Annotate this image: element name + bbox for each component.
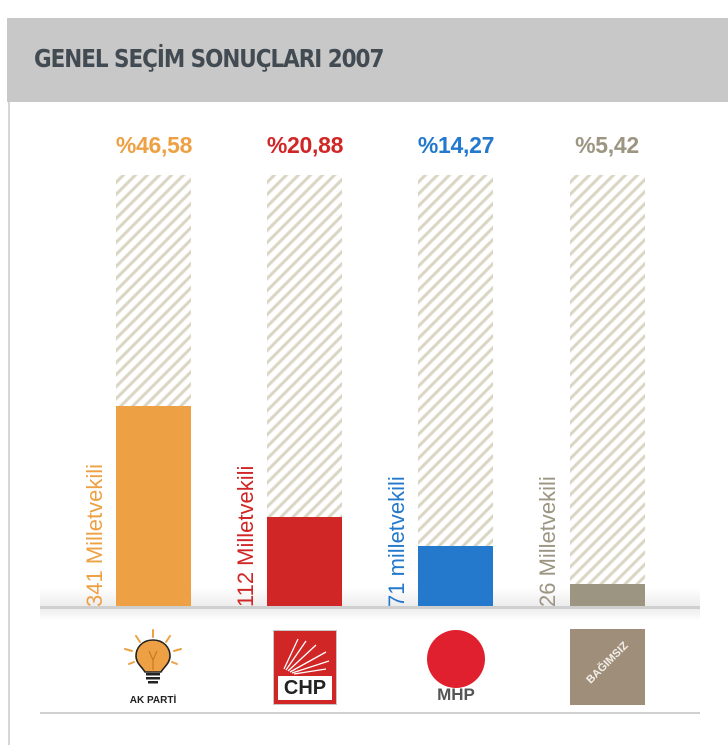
seat-label-independent: 26 Milletvekili (535, 476, 560, 607)
mhp-logo: MHP (425, 629, 487, 705)
percent-label-chp: %20,88 (266, 132, 344, 158)
percent-label-akp: %46,58 (115, 132, 193, 158)
independent-logo-text: BAĞIMSIZ (584, 639, 631, 687)
bar-mhp (418, 546, 493, 607)
three-crescents-icon (427, 630, 485, 688)
chart-baseline (40, 606, 700, 609)
frame-left-border (8, 102, 10, 745)
percent-label-independent: %5,42 (575, 132, 639, 158)
bar-track-chp (267, 175, 342, 607)
bar-track-akp (116, 175, 191, 607)
bar-akp (116, 406, 191, 607)
seat-label-mhp: 71 milletvekili (384, 476, 409, 607)
chp-logo: CHP (273, 630, 337, 705)
akp-logo-text: AK PARTİ (129, 695, 177, 706)
seat-label-akp: 341 Milletvekili (82, 463, 107, 607)
six-arrows-icon (283, 638, 330, 675)
chart-title: GENEL SEÇİM SONUÇLARI 2007 (34, 44, 384, 73)
lightbulb-icon (124, 629, 182, 684)
chart-header: GENEL SEÇİM SONUÇLARI 2007 (7, 18, 728, 102)
akp-logo: AK PARTİ (117, 628, 189, 706)
bar-track-independent (570, 175, 645, 607)
chp-logo-text: CHP (278, 676, 332, 700)
seat-label-chp: 112 Milletvekili (233, 465, 258, 607)
mhp-logo-text: MHP (437, 685, 475, 704)
bottom-divider (40, 712, 700, 714)
bar-chp (267, 517, 342, 607)
independent-logo: BAĞIMSIZ (570, 629, 645, 705)
percent-label-mhp: %14,27 (417, 132, 495, 158)
bar-track-mhp (418, 175, 493, 607)
bar-independent (570, 584, 645, 607)
baseline-shadow-lower (40, 609, 700, 621)
baseline-shadow (40, 588, 700, 606)
